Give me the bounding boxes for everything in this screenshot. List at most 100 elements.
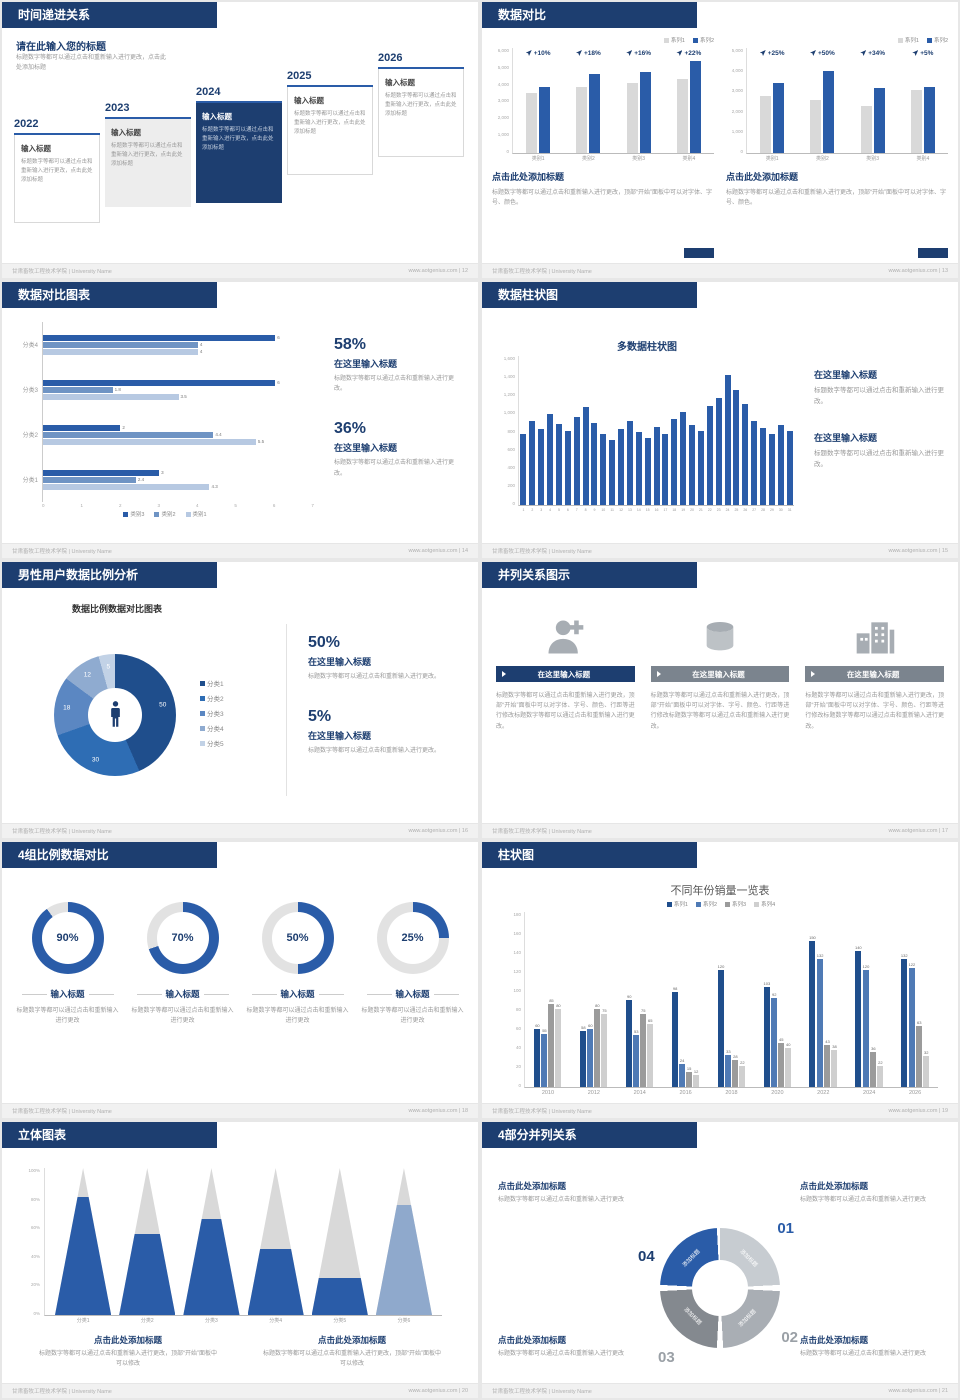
donut-value-label: 5 — [106, 663, 111, 671]
cone-fill — [119, 1234, 176, 1315]
timeline-label: 输入标题 — [21, 144, 51, 153]
bar-value-label: 45 — [779, 1037, 784, 1043]
grid-cell: 立体图表 100% 80% 60% 40% 20% 0% 分类1 分类2 分类3 分类4 分类5 分类… — [0, 1120, 480, 1400]
slide-13[interactable]: 数据对比 系列1 系列2 6,000 5,000 4,000 3,000 2,000 1,00… — [482, 2, 958, 278]
stat-body: 标题数字等都可以通过点击和重新输入进行更改。 — [334, 376, 455, 393]
bar-wrap: 43 — [824, 912, 831, 1087]
bar-wrap — [608, 356, 617, 505]
bar — [870, 1052, 877, 1087]
column-header: 在这里输入标题 — [692, 669, 745, 679]
bar-value-label: 58 — [581, 1024, 586, 1030]
bar — [635, 432, 642, 505]
timeline-label: 输入标题 — [294, 96, 324, 105]
y-tick: 2,000 — [497, 115, 509, 121]
legend-item: 系列3 — [725, 900, 746, 908]
ring-percentage: 25% — [401, 932, 424, 944]
donut-hole — [88, 688, 142, 742]
slide-19[interactable]: 柱状图 不同年份销量一览表 系列1 系列2 系列3 系列4 180 160 140 120 10… — [482, 842, 958, 1118]
bar-value-label: 75 — [602, 1008, 607, 1014]
ring-body: 标题数字等都可以通过点击和重新输入进行更改 — [361, 1008, 464, 1024]
bars — [590, 356, 599, 505]
bars — [563, 356, 572, 505]
chart-legend: 系列1 系列2 — [726, 36, 948, 44]
x-category-label: 分类4 — [269, 1318, 282, 1324]
bar-group: 3 2.4 4.3 — [43, 469, 314, 490]
grid-cell: 数据柱状图 多数据柱状图 1,600 1,400 1,200 1,000 800 600 4… — [480, 280, 960, 560]
ring-body: 标题数字等都可以通过点击和重新输入进行更改 — [16, 1008, 119, 1024]
bar-value-label: 4 — [199, 349, 203, 354]
stat-block: 5% 在这里输入标题 标题数字等都可以通过点击和重新输入进行更改。 — [308, 708, 458, 756]
footer-page: www.aotgenius.com | 14 — [408, 548, 468, 554]
y-tick: 120 — [513, 969, 521, 974]
bars — [528, 356, 537, 505]
y-tick: 800 — [507, 428, 515, 434]
block-label: 在这里输入标题 — [814, 433, 878, 444]
bars — [747, 58, 797, 153]
stats-column: 58% 在这里输入标题 标题数字等都可以通过点击和重新输入进行更改。 36% 在… — [334, 336, 464, 479]
bar — [43, 334, 276, 341]
y-tick: 100% — [28, 1168, 40, 1173]
bars — [670, 356, 679, 505]
slide-17[interactable]: 并列关系图示 在这里输入标题 标题数字等都可以通过点击和重新输入进行更改，顶部“… — [482, 562, 958, 838]
slide-footer: 甘肃畜牧工程技术学院 | University Name www.aotgeni… — [482, 823, 958, 838]
progress-ring: 50% — [261, 902, 334, 974]
bar-value-label: 15 — [686, 1066, 692, 1072]
accent-box — [684, 248, 714, 258]
bar-value-label: 3.5 — [180, 394, 187, 399]
x-category-label: 14 — [636, 508, 641, 512]
growth-flag-icon — [676, 50, 683, 56]
x-category-label: 10 — [601, 508, 606, 512]
bar — [786, 430, 793, 505]
bar-wrap: 28 — [732, 912, 739, 1087]
bar-row: 4.3 — [43, 483, 314, 490]
bar — [548, 1004, 555, 1087]
bar — [43, 431, 214, 438]
bar-wrap — [589, 58, 601, 153]
legend-swatch — [123, 511, 129, 517]
slide-header: 数据对比 — [482, 2, 958, 28]
donut-chart: 50 30 18 12 5 — [54, 654, 176, 776]
slide-16[interactable]: 男性用户数据比例分析 数据比例数据对比图表 50 30 18 12 5 分类1 分类2 … — [2, 562, 478, 838]
bar — [679, 1063, 686, 1087]
bar-wrap: 22 — [739, 912, 746, 1087]
ring-column: 25% 输入标题 标题数字等都可以通过点击和重新输入进行更改 — [355, 902, 470, 1027]
donut-value-label: 50 — [159, 701, 167, 709]
bar — [773, 82, 785, 153]
slide-12[interactable]: 时间递进关系 请在此输入您的标题 标题数字等都可以通过点击和重新输入进行更改，点… — [2, 2, 478, 278]
slide-14[interactable]: 数据对比图表 分类4 分类3 分类2 分类1 6 4 4 6 1.8 3.5 2 4.4 5.5 3 2.4… — [2, 282, 478, 558]
slide-21[interactable]: 4部分并列关系 点击此处添加标题 标题数字等都可以通过点击和重新输入进行更改 点… — [482, 1122, 958, 1398]
bars — [797, 58, 847, 153]
block-label: 点击此处添加标题 — [800, 1335, 869, 1345]
x-category-label: 类别2 — [815, 156, 829, 162]
y-tick: 160 — [513, 931, 521, 936]
bar-group: 19 — [679, 356, 688, 512]
x-category-label: 3 — [540, 508, 543, 512]
footer-organization: 甘肃畜牧工程技术学院 | University Name — [492, 829, 592, 835]
bars — [634, 356, 643, 505]
bar-wrap — [617, 356, 626, 505]
legend-swatch — [666, 901, 672, 907]
footer-organization: 甘肃畜牧工程技术学院 | University Name — [12, 269, 112, 275]
y-category-label: 分类3 — [22, 388, 38, 394]
rings-row: 90% 输入标题 标题数字等都可以通过点击和重新输入进行更改 70% 输入标题 … — [10, 902, 470, 1027]
bar-wrap — [688, 356, 697, 505]
y-tick: 60 — [515, 1026, 521, 1031]
bars — [563, 58, 613, 153]
slide-18[interactable]: 4组比例数据对比 90% 输入标题 标题数字等都可以通过点击和重新输入进行更改 … — [2, 842, 478, 1118]
y-tick: 20% — [30, 1282, 40, 1288]
bar — [600, 434, 607, 505]
bar-wrap: 120 — [718, 912, 724, 1087]
cone-fill — [183, 1219, 240, 1315]
bar-group: 98 24 15 12 2016 — [663, 912, 709, 1096]
bar-wrap: 40 — [785, 912, 792, 1087]
slide-15[interactable]: 数据柱状图 多数据柱状图 1,600 1,400 1,200 1,000 800 600 4… — [482, 282, 958, 558]
legend-item: 系列4 — [754, 900, 775, 908]
x-category-label: 29 — [769, 508, 774, 512]
bar — [653, 426, 660, 505]
bar-group: 2 — [528, 356, 537, 512]
parallel-column: 在这里输入标题 标题数字等都可以通过点击和重新输入进行更改，顶部“开始”面板中可… — [496, 608, 635, 732]
legend-label: 系列2 — [933, 38, 948, 44]
bar-wrap: 63 — [916, 912, 923, 1087]
bars — [661, 356, 670, 505]
slide-20[interactable]: 立体图表 100% 80% 60% 40% 20% 0% 分类1 分类2 分类3 分类4 分类5 分类… — [2, 1122, 478, 1398]
